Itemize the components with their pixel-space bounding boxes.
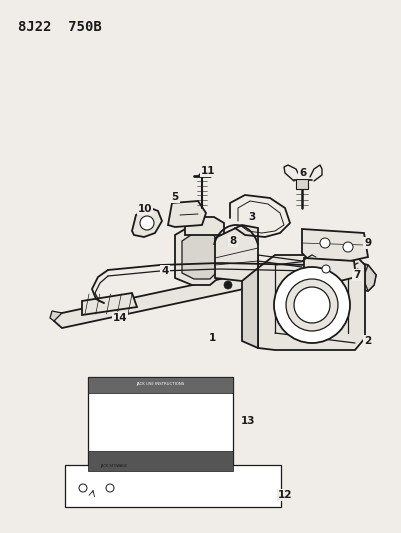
Bar bbox=[88, 377, 233, 393]
Polygon shape bbox=[175, 225, 222, 285]
Text: 11: 11 bbox=[201, 166, 215, 176]
Circle shape bbox=[343, 242, 353, 252]
Polygon shape bbox=[168, 201, 206, 227]
Text: 2: 2 bbox=[365, 336, 372, 346]
Polygon shape bbox=[82, 293, 137, 315]
Polygon shape bbox=[54, 257, 376, 328]
Polygon shape bbox=[365, 265, 376, 291]
FancyBboxPatch shape bbox=[65, 465, 281, 507]
Text: JACK USE INSTRUCTIONS: JACK USE INSTRUCTIONS bbox=[136, 382, 184, 386]
Polygon shape bbox=[182, 233, 218, 279]
Text: 6: 6 bbox=[300, 168, 307, 178]
Text: 4: 4 bbox=[161, 266, 169, 276]
Circle shape bbox=[274, 267, 350, 343]
Polygon shape bbox=[215, 225, 258, 281]
Circle shape bbox=[79, 484, 87, 492]
Polygon shape bbox=[185, 217, 224, 235]
Text: 12: 12 bbox=[278, 490, 292, 500]
Text: 3: 3 bbox=[248, 212, 255, 222]
Polygon shape bbox=[50, 311, 62, 321]
FancyBboxPatch shape bbox=[88, 377, 233, 471]
Circle shape bbox=[286, 279, 338, 331]
Text: 13: 13 bbox=[241, 416, 255, 426]
Polygon shape bbox=[258, 255, 365, 350]
Text: 10: 10 bbox=[138, 204, 152, 214]
Text: 5: 5 bbox=[171, 192, 178, 202]
Text: 8: 8 bbox=[229, 236, 237, 246]
Circle shape bbox=[320, 238, 330, 248]
Circle shape bbox=[322, 265, 330, 273]
Circle shape bbox=[224, 281, 232, 289]
Circle shape bbox=[294, 287, 330, 323]
Text: JACK STOWAGE: JACK STOWAGE bbox=[100, 464, 127, 468]
Text: 7: 7 bbox=[353, 270, 360, 280]
Polygon shape bbox=[302, 229, 368, 261]
Text: 9: 9 bbox=[365, 238, 372, 248]
Polygon shape bbox=[296, 179, 308, 189]
Polygon shape bbox=[132, 207, 162, 237]
Circle shape bbox=[106, 484, 114, 492]
Text: 8J22  750B: 8J22 750B bbox=[18, 20, 102, 34]
Circle shape bbox=[140, 216, 154, 230]
Text: 14: 14 bbox=[113, 313, 127, 323]
Polygon shape bbox=[242, 255, 258, 348]
Text: 1: 1 bbox=[209, 333, 216, 343]
Bar bbox=[88, 451, 233, 471]
Polygon shape bbox=[304, 258, 356, 281]
